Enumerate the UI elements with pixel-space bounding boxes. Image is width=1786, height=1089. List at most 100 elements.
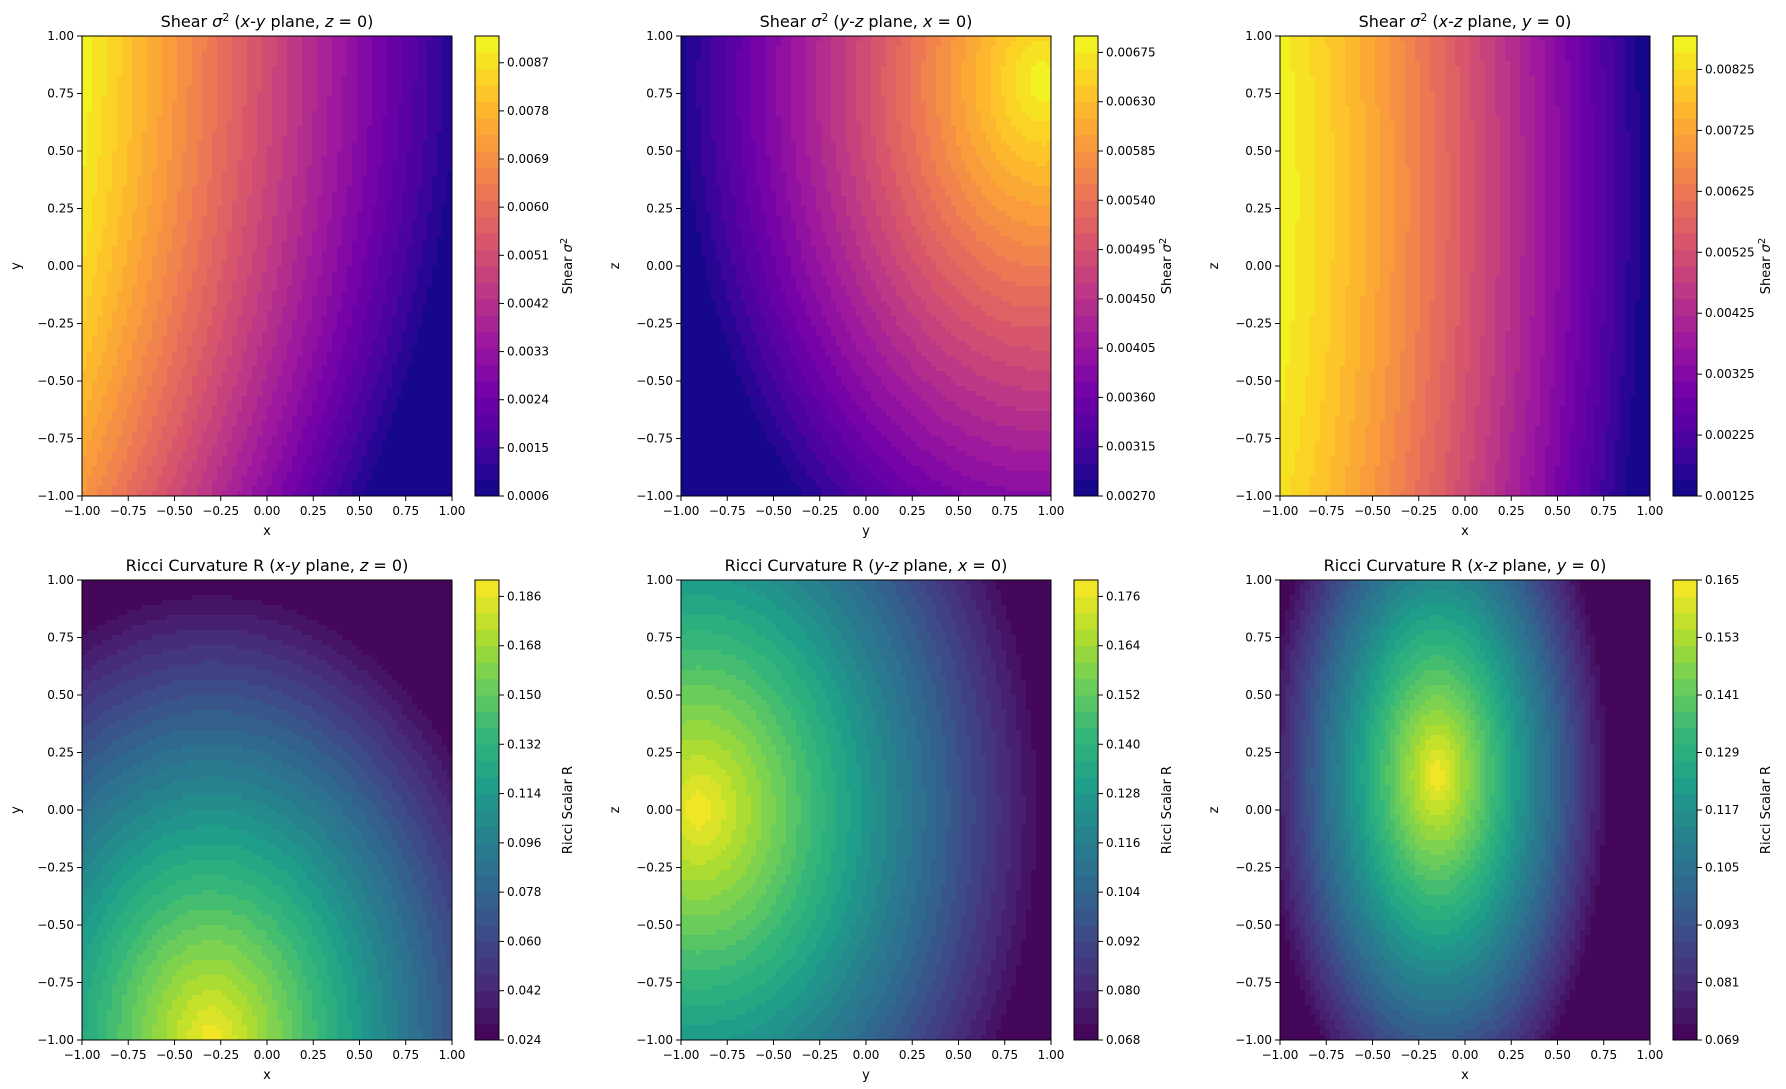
colorbar: 0.0006 0.0015 0.0024 0.0033 0.0042 0.0051 0.00… (474, 35, 576, 503)
x-tick-label: 1.00 (1038, 1048, 1065, 1062)
y-tick-label: −0.75 (1235, 432, 1272, 446)
y-tick-label: 0.00 (47, 259, 74, 273)
x-tick-label: −0.50 (156, 504, 193, 518)
colorbar-tick-label: 0.0042 (507, 296, 549, 310)
y-tick-label: −0.25 (636, 317, 673, 331)
y-tick-label: −0.50 (1235, 918, 1272, 932)
x-tick-label: 0.75 (1590, 1048, 1617, 1062)
x-tick-label: −1.00 (1262, 504, 1299, 518)
colorbar-tick-label: 0.0033 (507, 345, 549, 359)
x-tick-label: 0.50 (346, 504, 373, 518)
x-tick-label: 1.00 (1637, 1048, 1664, 1062)
colorbar-tick-label: 0.00425 (1705, 306, 1755, 320)
colorbar-tick-label: 0.104 (1106, 885, 1140, 899)
contour-fill (1280, 580, 1650, 1040)
y-tick-label: 0.75 (47, 631, 74, 645)
y-tick-label: 0.00 (47, 803, 74, 817)
y-tick-label: −1.00 (636, 489, 673, 503)
x-tick-label: 0.25 (1498, 1048, 1525, 1062)
colorbar-tick-label: 0.080 (1106, 984, 1140, 998)
x-tick-label: −0.75 (1308, 1048, 1345, 1062)
x-tick-label: −0.75 (709, 1048, 746, 1062)
x-tick-label: 0.50 (346, 1048, 373, 1062)
colorbar-tick-label: 0.176 (1106, 589, 1140, 603)
y-tick-label: −0.25 (37, 317, 74, 331)
colorbar-tick-label: 0.078 (507, 885, 541, 899)
x-tick-label: 0.00 (1452, 504, 1479, 518)
subplot-4: −1.00 −0.75 −0.50 −0.25 0.00 0.25 0.50 0.75 1.00… (9, 556, 576, 1083)
x-tick-label: −0.75 (1308, 504, 1345, 518)
x-tick-label: 0.00 (1452, 1048, 1479, 1062)
y-tick-label: 0.50 (47, 688, 74, 702)
x-tick-label: 0.50 (945, 504, 972, 518)
y-axis-label: z (608, 262, 623, 269)
x-tick-label: −0.25 (1400, 504, 1437, 518)
y-tick-label: −0.25 (1235, 317, 1272, 331)
x-tick-label: 0.50 (945, 1048, 972, 1062)
colorbar-tick-label: 0.00315 (1106, 440, 1156, 454)
x-axis-label: y (862, 524, 870, 539)
x-tick-label: −1.00 (1262, 1048, 1299, 1062)
y-tick-label: 1.00 (47, 573, 74, 587)
y-tick-label: 0.50 (646, 144, 673, 158)
x-tick-label: 1.00 (439, 504, 466, 518)
colorbar-label: Ricci Scalar R (561, 766, 576, 854)
colorbar-tick-label: 0.092 (1106, 934, 1140, 948)
colorbar-tick-label: 0.00585 (1106, 144, 1156, 158)
y-axis-label: z (608, 806, 623, 813)
x-tick-label: 0.50 (1544, 504, 1571, 518)
subplot-1: −1.00 −0.75 −0.50 −0.25 0.00 0.25 0.50 0.75 1.00… (9, 11, 576, 540)
colorbar-tick-label: 0.186 (507, 589, 541, 603)
y-tick-label: −0.75 (37, 976, 74, 990)
y-tick-label: 0.75 (1245, 631, 1272, 645)
colorbar-tick-label: 0.00525 (1705, 245, 1755, 259)
colorbar-tick-label: 0.140 (1106, 737, 1140, 751)
y-tick-label: 0.25 (646, 746, 673, 760)
colorbar-tick-label: 0.0051 (507, 248, 549, 262)
subplot-2: −1.00 −0.75 −0.50 −0.25 0.00 0.25 0.50 0.75 1.00… (608, 11, 1175, 540)
y-tick-label: −1.00 (37, 489, 74, 503)
colorbar-tick-label: 0.0069 (507, 152, 549, 166)
colorbar-tick-label: 0.060 (507, 934, 541, 948)
subplot-3: −1.00 −0.75 −0.50 −0.25 0.00 0.25 0.50 0.75 1.00… (1207, 11, 1774, 540)
x-tick-label: 1.00 (1637, 504, 1664, 518)
colorbar: 0.00125 0.00225 0.00325 0.00425 0.00525 0.006… (1672, 35, 1774, 503)
colorbar-tick-label: 0.128 (1106, 787, 1140, 801)
y-tick-label: 0.00 (646, 259, 673, 273)
x-tick-label: −0.25 (801, 1048, 838, 1062)
y-tick-label: 1.00 (1245, 573, 1272, 587)
colorbar-tick-label: 0.116 (1106, 836, 1140, 850)
y-tick-label: 0.25 (47, 746, 74, 760)
y-tick-label: −0.50 (37, 918, 74, 932)
y-tick-label: 0.75 (646, 631, 673, 645)
colorbar-tick-label: 0.152 (1106, 688, 1140, 702)
colorbar-label: Ricci Scalar R (1759, 766, 1774, 854)
y-tick-label: −0.75 (1235, 976, 1272, 990)
x-axis-label: y (862, 1068, 870, 1083)
colorbar-tick-label: 0.00625 (1705, 184, 1755, 198)
x-tick-label: 0.25 (899, 504, 926, 518)
x-tick-label: 0.00 (853, 504, 880, 518)
colorbar-label: Shear σ2 (1158, 238, 1176, 295)
x-tick-label: −0.75 (110, 504, 147, 518)
y-tick-label: 1.00 (47, 29, 74, 43)
contour-fill (681, 580, 1051, 1040)
contour-fill (681, 36, 1051, 496)
x-tick-label: −0.25 (1400, 1048, 1437, 1062)
x-tick-label: 0.75 (392, 1048, 419, 1062)
y-tick-label: 0.25 (1245, 202, 1272, 216)
x-tick-label: −1.00 (663, 1048, 700, 1062)
colorbar-tick-label: 0.0024 (507, 393, 549, 407)
y-tick-label: −1.00 (636, 1033, 673, 1047)
contour-fill (1280, 36, 1650, 496)
y-tick-label: 0.00 (1245, 259, 1272, 273)
y-tick-label: 0.75 (646, 87, 673, 101)
colorbar-tick-label: 0.093 (1705, 918, 1739, 932)
y-tick-label: −0.25 (636, 861, 673, 875)
colorbar-tick-label: 0.0078 (507, 104, 549, 118)
x-tick-label: −0.50 (156, 1048, 193, 1062)
colorbar-tick-label: 0.141 (1705, 688, 1739, 702)
y-tick-label: −0.75 (636, 976, 673, 990)
subplot-6: −1.00 −0.75 −0.50 −0.25 0.00 0.25 0.50 0.75 1.00… (1207, 556, 1774, 1083)
